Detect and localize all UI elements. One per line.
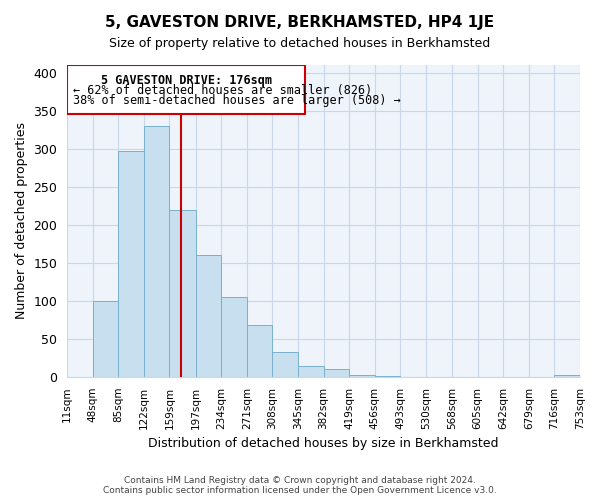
Bar [272,352,298,377]
Text: Size of property relative to detached houses in Berkhamsted: Size of property relative to detached ho… [109,38,491,51]
Text: 38% of semi-detached houses are larger (508) →: 38% of semi-detached houses are larger (… [73,94,400,107]
Bar [298,366,323,377]
Bar [349,374,375,377]
Text: 5, GAVESTON DRIVE, BERKHAMSTED, HP4 1JE: 5, GAVESTON DRIVE, BERKHAMSTED, HP4 1JE [106,15,494,30]
Bar [247,325,272,377]
Bar [375,376,400,377]
X-axis label: Distribution of detached houses by size in Berkhamsted: Distribution of detached houses by size … [148,437,499,450]
Bar [118,151,144,377]
Text: Contains HM Land Registry data © Crown copyright and database right 2024.
Contai: Contains HM Land Registry data © Crown c… [103,476,497,495]
Bar [144,126,169,377]
Text: 5 GAVESTON DRIVE: 176sqm: 5 GAVESTON DRIVE: 176sqm [101,74,272,87]
Bar [169,210,196,377]
FancyBboxPatch shape [67,65,305,114]
Bar [221,297,247,377]
Bar [196,255,221,377]
Y-axis label: Number of detached properties: Number of detached properties [15,122,28,320]
Bar [323,369,349,377]
Bar [554,376,580,377]
Text: ← 62% of detached houses are smaller (826): ← 62% of detached houses are smaller (82… [73,84,372,97]
Bar [93,301,118,377]
